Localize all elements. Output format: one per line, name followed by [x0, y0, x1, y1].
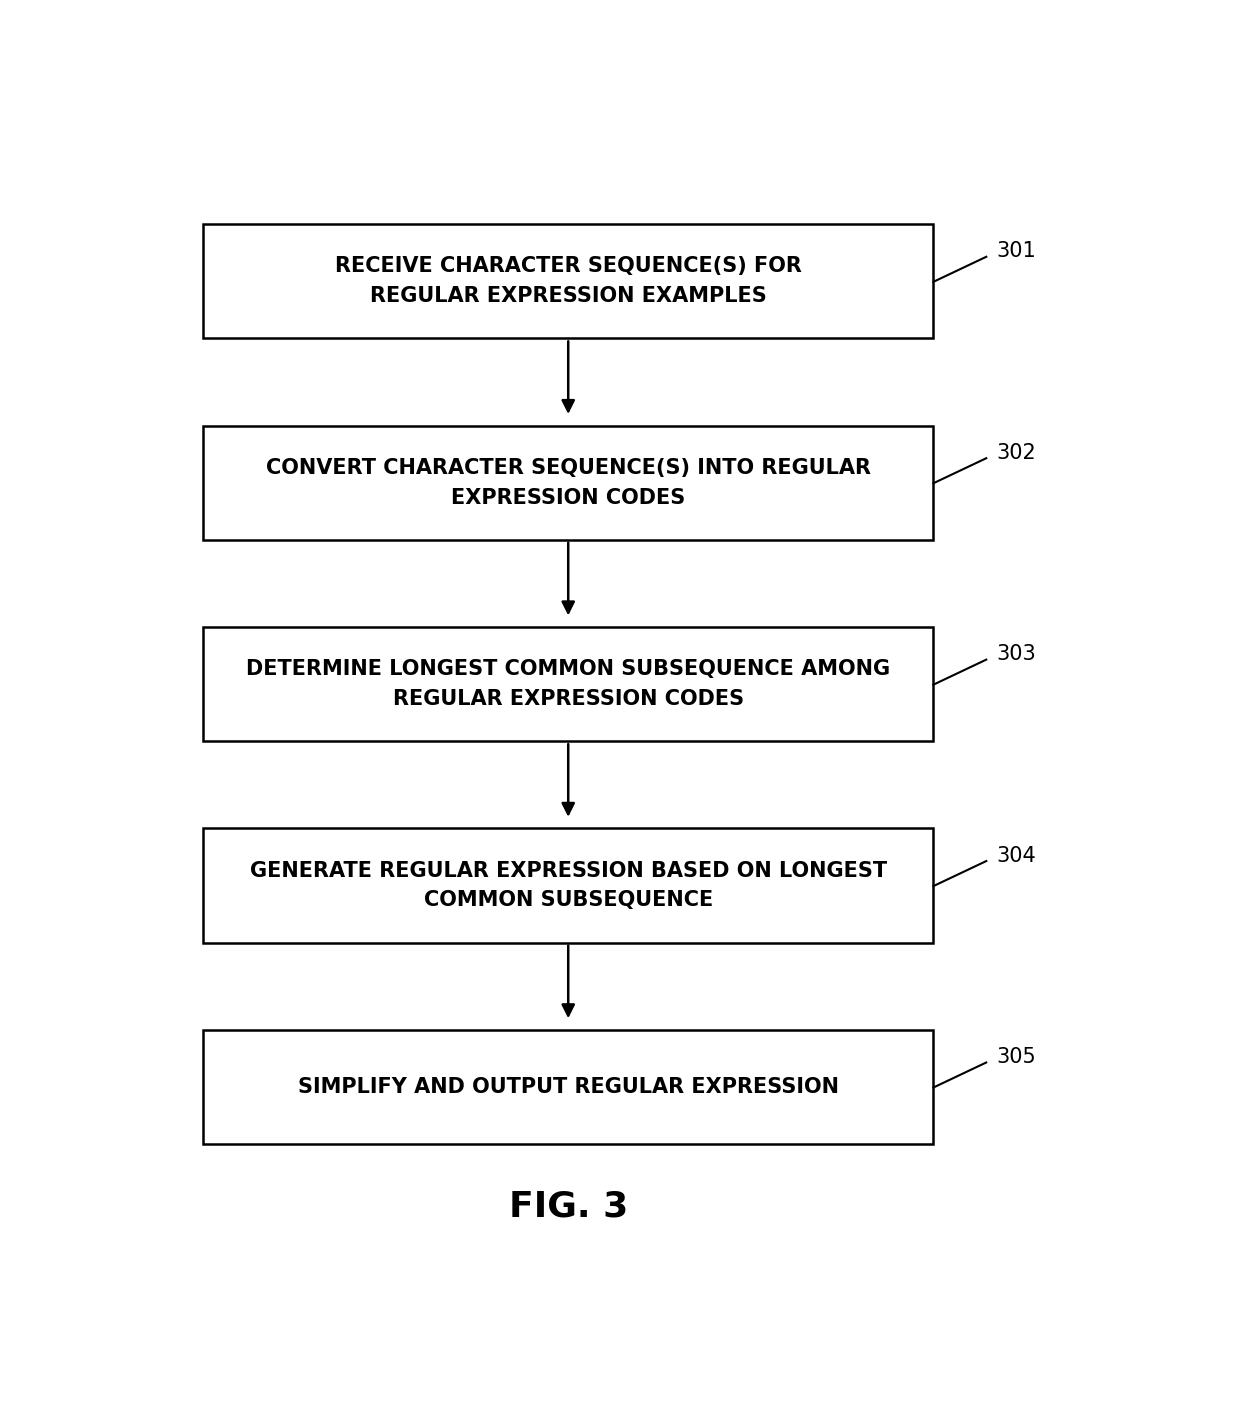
Bar [203, 1029, 934, 1144]
Text: 303: 303 [996, 645, 1035, 665]
Text: DETERMINE LONGEST COMMON SUBSEQUENCE AMONG
REGULAR EXPRESSION CODES: DETERMINE LONGEST COMMON SUBSEQUENCE AMO… [247, 659, 890, 708]
Text: 304: 304 [996, 846, 1035, 865]
Bar [203, 829, 934, 943]
Bar [203, 225, 934, 338]
Bar [203, 626, 934, 741]
Text: 301: 301 [996, 242, 1035, 262]
Text: FIG. 3: FIG. 3 [508, 1189, 627, 1223]
Text: RECEIVE CHARACTER SEQUENCE(S) FOR
REGULAR EXPRESSION EXAMPLES: RECEIVE CHARACTER SEQUENCE(S) FOR REGULA… [335, 256, 802, 305]
Text: GENERATE REGULAR EXPRESSION BASED ON LONGEST
COMMON SUBSEQUENCE: GENERATE REGULAR EXPRESSION BASED ON LON… [249, 861, 887, 911]
Bar [203, 426, 934, 540]
Text: 305: 305 [996, 1046, 1035, 1068]
Text: 302: 302 [996, 443, 1035, 462]
Text: SIMPLIFY AND OUTPUT REGULAR EXPRESSION: SIMPLIFY AND OUTPUT REGULAR EXPRESSION [298, 1077, 838, 1097]
Text: CONVERT CHARACTER SEQUENCE(S) INTO REGULAR
EXPRESSION CODES: CONVERT CHARACTER SEQUENCE(S) INTO REGUL… [265, 458, 870, 508]
